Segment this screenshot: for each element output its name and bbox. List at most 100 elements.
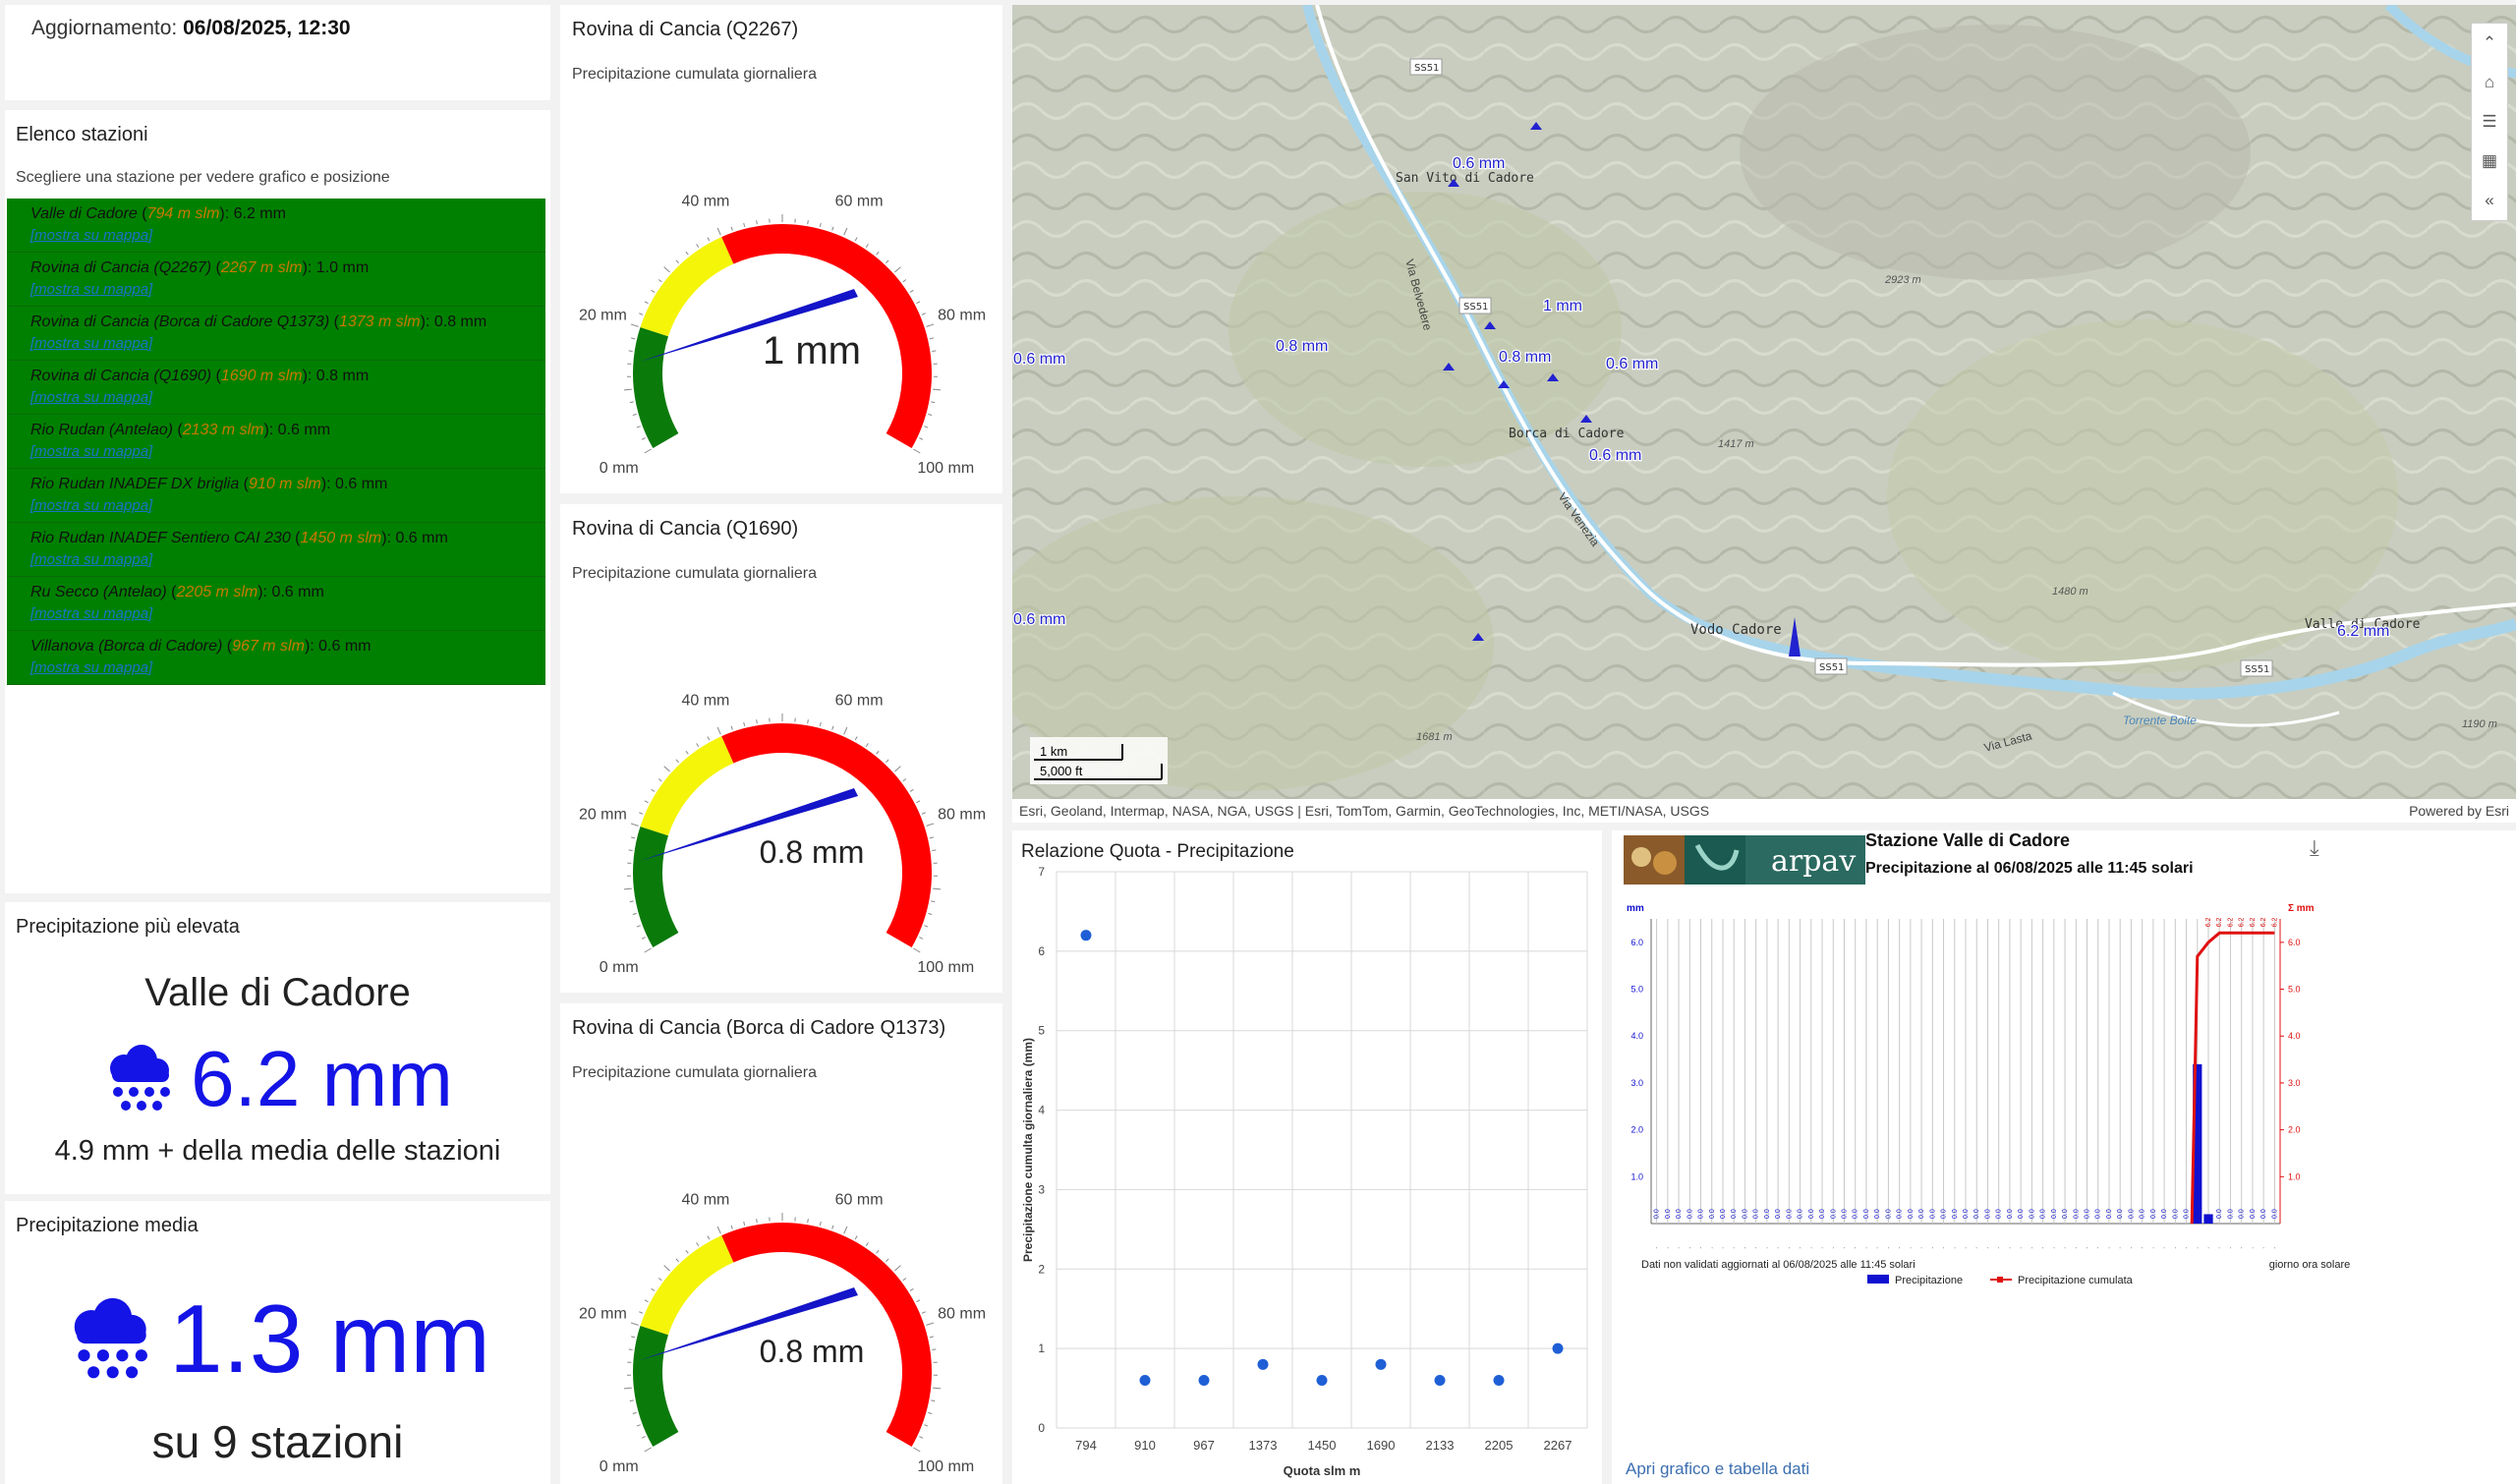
arpav-x-tick: · <box>1941 1247 1948 1249</box>
station-list-item[interactable]: Valle di Cadore (794 m slm): 6.2 mm [most… <box>7 199 545 253</box>
scatter-x-tick: 1373 <box>1249 1438 1278 1453</box>
show-on-map-link[interactable]: [mostra su mappa] <box>30 389 153 406</box>
arpav-bar <box>2193 1063 2202 1224</box>
home-icon[interactable]: ⌂ <box>2484 73 2495 91</box>
collapse-icon[interactable]: « <box>2485 191 2494 209</box>
arpav-right-unit: Σ mm <box>2288 903 2315 914</box>
station-list-item[interactable]: Rovina di Cancia (Q2267) (2267 m slm): 1… <box>7 253 545 307</box>
map-station-marker[interactable] <box>1530 122 1542 130</box>
arpav-bar-label: 0.0 <box>2095 1209 2102 1219</box>
arpav-bar-label: 0.0 <box>2216 1209 2223 1219</box>
gauge-band-yellow <box>640 1235 734 1336</box>
arpav-bar-label: 0.0 <box>1654 1209 1661 1219</box>
map-toolbar: ⌃ ⌂ ☰ ▦ « <box>2471 23 2508 221</box>
chevron-up-icon[interactable]: ⌃ <box>2482 33 2497 52</box>
gauge-panel-q1373: Rovina di Cancia (Borca di Cadore Q1373)… <box>560 1003 1002 1484</box>
station-list-item[interactable]: Rovina di Cancia (Borca di Cadore Q1373)… <box>7 307 545 361</box>
show-on-map-link[interactable]: [mostra su mappa] <box>30 227 153 244</box>
show-on-map-link[interactable]: [mostra su mappa] <box>30 605 153 622</box>
arpav-bar-label: 0.0 <box>2172 1209 2179 1219</box>
map-view[interactable]: San Vito di Cadore Borca di Cadore Vodo … <box>1012 5 2516 799</box>
station-list: Valle di Cadore (794 m slm): 6.2 mm [most… <box>7 199 545 685</box>
arpav-y-tick-left: 2.0 <box>1630 1125 1643 1135</box>
gauge-tick <box>685 750 689 755</box>
show-on-map-link[interactable]: [mostra su mappa] <box>30 497 153 514</box>
arpav-x-tick: · <box>2040 1247 2047 1249</box>
map-station-marker[interactable] <box>1472 633 1484 641</box>
arpav-bar-label: 0.0 <box>1720 1209 1727 1219</box>
gauge-tick <box>696 743 700 748</box>
arpav-x-tick: · <box>1753 1247 1760 1249</box>
arpav-bar-label: 0.0 <box>2051 1209 2058 1219</box>
gauge-tick <box>919 437 924 440</box>
map-station-marker[interactable] <box>1789 617 1801 656</box>
station-list-item[interactable]: Rio Rudan INADEF DX briglia (910 m slm):… <box>7 469 545 523</box>
map-station-marker[interactable] <box>1484 321 1496 329</box>
gauge-tick <box>756 1219 758 1224</box>
gauge-tick <box>819 222 822 227</box>
map-station-marker[interactable] <box>1443 363 1455 371</box>
gauge-tick <box>876 251 880 256</box>
map-station-marker[interactable] <box>1448 179 1459 187</box>
show-on-map-link[interactable]: [mostra su mappa] <box>30 659 153 676</box>
station-name: Rovina di Cancia (Q1690) <box>30 368 212 384</box>
open-chart-link[interactable]: Apri grafico e tabella dati <box>1626 1459 1810 1478</box>
gauge-tick <box>902 1278 907 1282</box>
scatter-panel: Relazione Quota - Precipitazione 0 1 2 3 4 5 6… <box>1012 830 1602 1484</box>
gauge-tick <box>730 226 733 231</box>
gauge-tick <box>644 800 649 804</box>
powered-by-esri[interactable]: Powered by Esri <box>2409 803 2509 819</box>
arpav-x-tick: · <box>2227 1247 2234 1249</box>
gauge-tick <box>913 448 921 454</box>
scatter-y-tick: 2 <box>1038 1262 1045 1276</box>
show-on-map-link[interactable]: [mostra su mappa] <box>30 281 153 298</box>
station-name: Rovina di Cancia (Q2267) <box>30 259 212 276</box>
arpav-y-tick-right: 3.0 <box>2288 1078 2301 1088</box>
arpav-bar-label: 0.0 <box>1908 1209 1915 1219</box>
arpav-x-tick: · <box>2184 1247 2191 1249</box>
gauge-tick <box>932 849 937 851</box>
update-time: 06/08/2025, 12:30 <box>183 17 351 39</box>
gauge-tick <box>909 1287 914 1291</box>
map-elevation-label: 2923 m <box>1884 274 1921 286</box>
map-place-label: Vodo Cadore <box>1690 622 1782 638</box>
show-on-map-link[interactable]: [mostra su mappa] <box>30 335 153 352</box>
arpav-x-tick: · <box>2195 1247 2202 1249</box>
gauge-tick <box>929 1336 934 1339</box>
station-list-item[interactable]: Villanova (Borca di Cadore) (967 m slm):… <box>7 631 545 685</box>
layers-icon[interactable]: ☰ <box>2482 112 2497 131</box>
gauge-tick <box>843 1226 848 1234</box>
station-list-item[interactable]: Rio Rudan (Antelao) (2133 m slm): 0.6 mm… <box>7 415 545 469</box>
map-marker-label: 0.6 mm <box>1453 155 1505 172</box>
map-station-marker[interactable] <box>1580 415 1592 423</box>
arpav-x-tick: · <box>2029 1247 2035 1249</box>
gauge-tick <box>636 925 641 928</box>
qr-icon[interactable]: ▦ <box>2481 151 2498 170</box>
arpav-x-tick: · <box>1786 1247 1793 1249</box>
arpav-bar-chart: mm Σ mm 1.0 1.0 2.0 2.0 3.0 3.0 4.0 4.0 5.0 5.0 6.0 6… <box>1627 903 2350 1286</box>
gauge-tick-label: 20 mm <box>579 308 627 324</box>
gauge-tick <box>639 812 644 815</box>
gauge-tick <box>865 1242 869 1247</box>
gauge-tick <box>929 337 934 340</box>
arpav-cumulative-label: 6.2 <box>2250 917 2257 927</box>
gauge-tick <box>644 947 652 953</box>
arpav-bar-label: 0.0 <box>1841 1209 1848 1219</box>
station-list-item[interactable]: Rio Rudan INADEF Sentiero CAI 230 (1450 … <box>7 523 545 577</box>
map-station-marker[interactable] <box>1547 373 1559 381</box>
map-station-marker[interactable] <box>1498 380 1510 388</box>
show-on-map-link[interactable]: [mostra su mappa] <box>30 443 153 460</box>
gauge-tick <box>743 222 746 227</box>
show-on-map-link[interactable]: [mostra su mappa] <box>30 551 153 568</box>
station-list-item[interactable]: Rovina di Cancia (Q1690) (1690 m slm): 0… <box>7 361 545 415</box>
download-icon[interactable]: ⤓ <box>2310 835 2319 860</box>
map-panel[interactable]: San Vito di Cadore Borca di Cadore Vodo … <box>1012 5 2516 823</box>
station-value: 0.6 mm <box>277 422 331 438</box>
gauge-tick <box>707 237 711 242</box>
gauge-band-red <box>721 723 932 947</box>
station-list-item[interactable]: Ru Secco (Antelao) (2205 m slm): 0.6 mm[… <box>7 577 545 631</box>
rain-cloud-icon <box>102 1040 175 1130</box>
arpav-bar-label: 0.0 <box>1709 1209 1716 1219</box>
gauge-tick <box>716 227 721 236</box>
map-place-label: Valle di Cadore <box>2305 617 2421 632</box>
